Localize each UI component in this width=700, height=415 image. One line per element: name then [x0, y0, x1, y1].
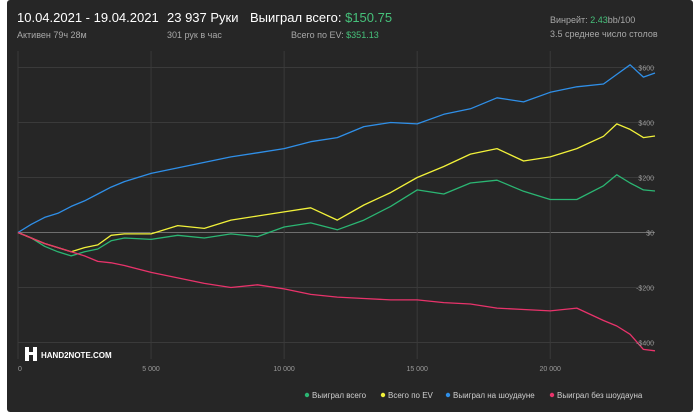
won-total-value: $150.75 [345, 10, 393, 25]
logo-mark-bar [27, 352, 35, 355]
legend-dot [304, 392, 310, 398]
chart-panel: 10.04.2021 - 19.04.2021 Активен 79ч 28м … [7, 0, 693, 412]
legend-dot [549, 392, 555, 398]
winrate: Винрейт: 2.43bb/100 [550, 15, 635, 25]
won-total: Выиграл всего: $150.75 [250, 10, 392, 25]
series-line-2 [17, 123, 656, 253]
x-tick-label: 20 000 [540, 366, 562, 373]
series-line-3 [17, 64, 656, 234]
date-range: 10.04.2021 - 19.04.2021 [17, 10, 159, 25]
hands-per-hour: 301 рук в час [167, 30, 222, 40]
hands-count: 23 937 Руки [167, 10, 239, 25]
active-time: Активен 79ч 28м [17, 30, 87, 40]
legend-dot [445, 392, 451, 398]
ev-label: Всего по EV: [291, 30, 344, 40]
ev-total: Всего по EV: $351.13 [291, 30, 379, 40]
x-tick-label: 15 000 [406, 366, 428, 373]
legend-dot [380, 392, 386, 398]
legend-label: Выиграл на шоудауне [453, 391, 535, 400]
y-tick-label: -$400 [636, 341, 654, 348]
x-tick-label: 5 000 [142, 366, 160, 373]
chart-svg: $600 $400 $200 $0 -$200 -$400 0 5 000 10 000 15 0… [17, 51, 656, 400]
x-tick-label: 0 [18, 366, 22, 373]
ev-value: $351.13 [346, 30, 379, 40]
y-tick-label: $0 [646, 231, 654, 238]
legend-label: Выиграл без шоудауна [557, 391, 643, 400]
y-tick-label: $200 [638, 176, 654, 183]
x-tick-label: 10 000 [273, 366, 295, 373]
y-tick-label: $600 [638, 66, 654, 73]
winrate-suffix: bb/100 [607, 15, 636, 25]
legend-label: Выиграл всего [312, 391, 367, 400]
winrate-value: 2.43 [590, 15, 608, 25]
series-line-1 [17, 174, 656, 257]
y-tick-label: $400 [638, 121, 654, 128]
winrate-label: Винрейт: [550, 15, 588, 25]
y-tick-label: -$200 [636, 286, 654, 293]
won-total-label: Выиграл всего: [250, 10, 342, 25]
avg-tables: 3.5 среднее число столов [550, 29, 658, 39]
logo-text: HAND2NOTE.COM [41, 351, 112, 360]
legend-label: Всего по EV [388, 391, 434, 400]
series-line-4 [17, 231, 656, 352]
hand2note-logo: HAND2NOTE.COM [25, 347, 112, 361]
